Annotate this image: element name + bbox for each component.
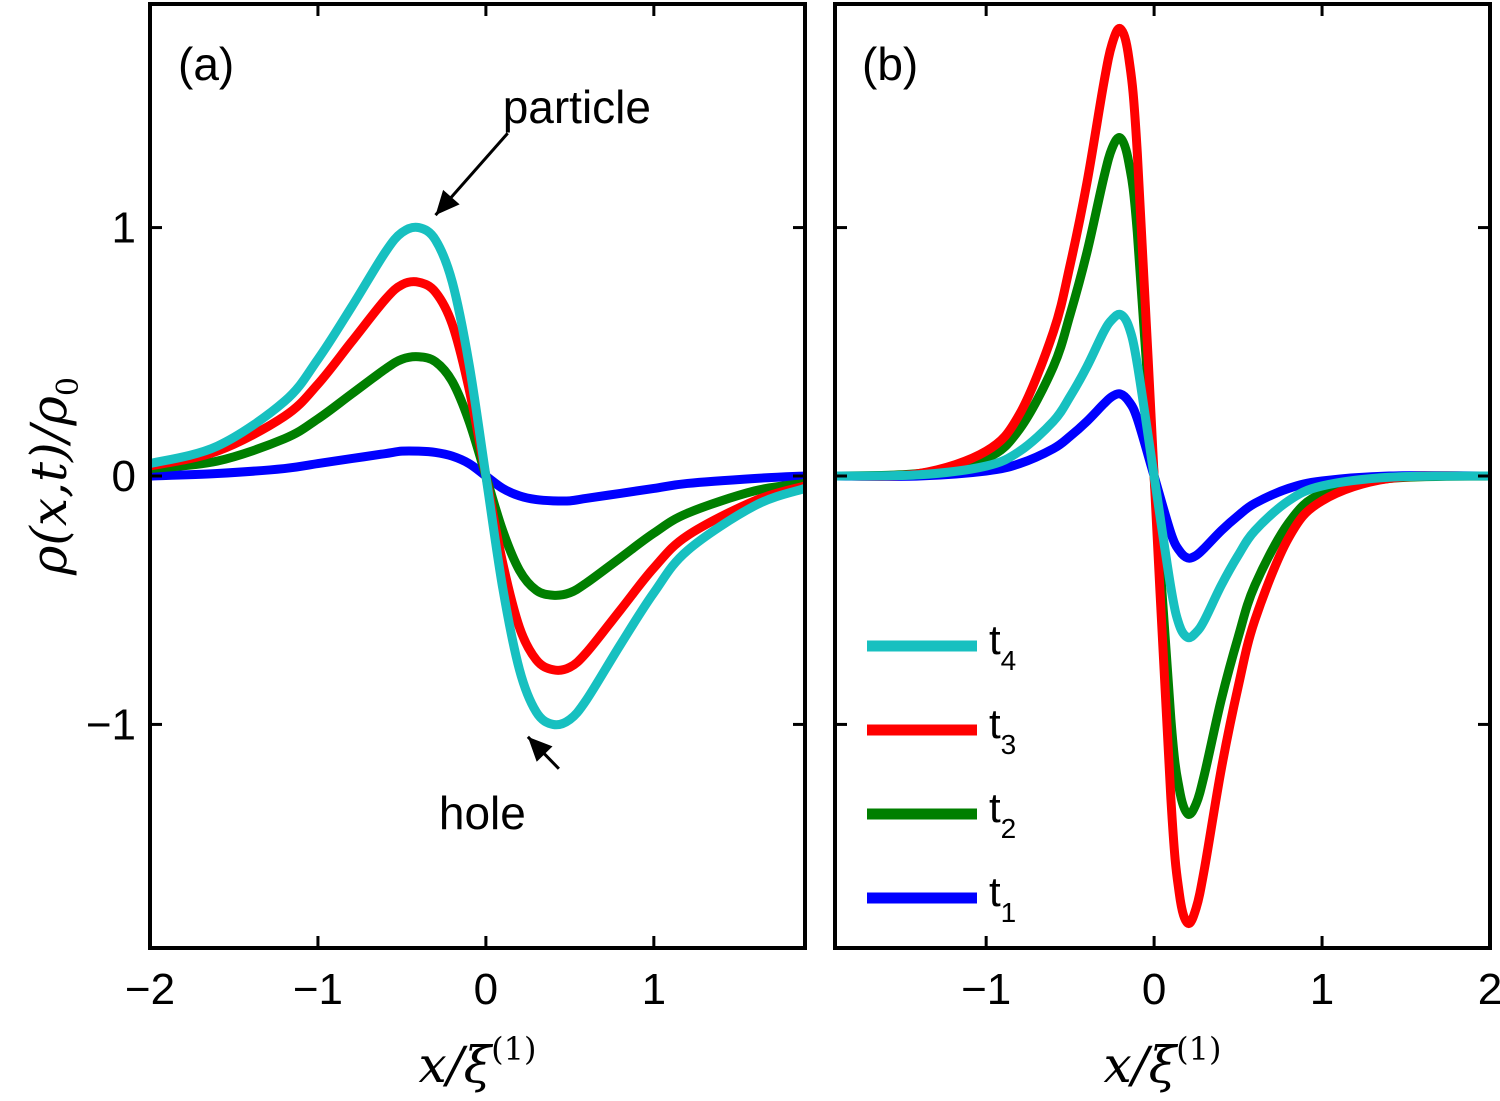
x-tick-label: −2 <box>125 965 175 1014</box>
x-axis-label: x/ξ(1) <box>1104 1030 1222 1094</box>
legend-label-t3: t3 <box>989 700 1016 760</box>
x-tick-label: 0 <box>1142 965 1166 1014</box>
y-axis-label: ρ(x,t)/ρ0 <box>20 377 86 576</box>
series-group <box>835 23 1490 929</box>
annotation-hole: hole <box>439 787 526 839</box>
annotation-particle: particle <box>503 81 651 133</box>
panel-b: −1 0 1 2 (b) x/ξ(1) t4 t3 t2 t1 <box>833 2 1500 1094</box>
x-tick-label: 1 <box>1310 965 1334 1014</box>
legend-label-t1: t1 <box>989 868 1016 928</box>
series-line-t4 <box>835 309 1490 643</box>
annotation-arrowhead <box>527 736 553 762</box>
x-tick-label: −1 <box>961 965 1011 1014</box>
panel-label: (b) <box>862 38 918 90</box>
panel-a: −2 −1 0 1 −1 0 1 (a) x/ξ(1) ρ(x,t)/ρ0 particle hole <box>20 2 807 1094</box>
series-line-t4 <box>150 222 805 730</box>
y-tick-label: 1 <box>112 204 136 253</box>
series-group <box>150 222 805 730</box>
legend: t4 t3 t2 t1 <box>867 616 1016 928</box>
y-tick-label: −1 <box>86 700 136 749</box>
legend-label-t4: t4 <box>989 616 1016 676</box>
x-axis-label: x/ξ(1) <box>419 1030 537 1094</box>
x-tick-label: 0 <box>474 965 498 1014</box>
y-tick-label: 0 <box>112 452 136 501</box>
panel-label: (a) <box>178 38 234 90</box>
legend-label-t2: t2 <box>989 784 1016 844</box>
x-tick-label: 1 <box>642 965 666 1014</box>
x-tick-label: −1 <box>293 965 343 1014</box>
annotation-arrowhead <box>435 189 460 216</box>
x-tick-label: 2 <box>1478 965 1500 1014</box>
